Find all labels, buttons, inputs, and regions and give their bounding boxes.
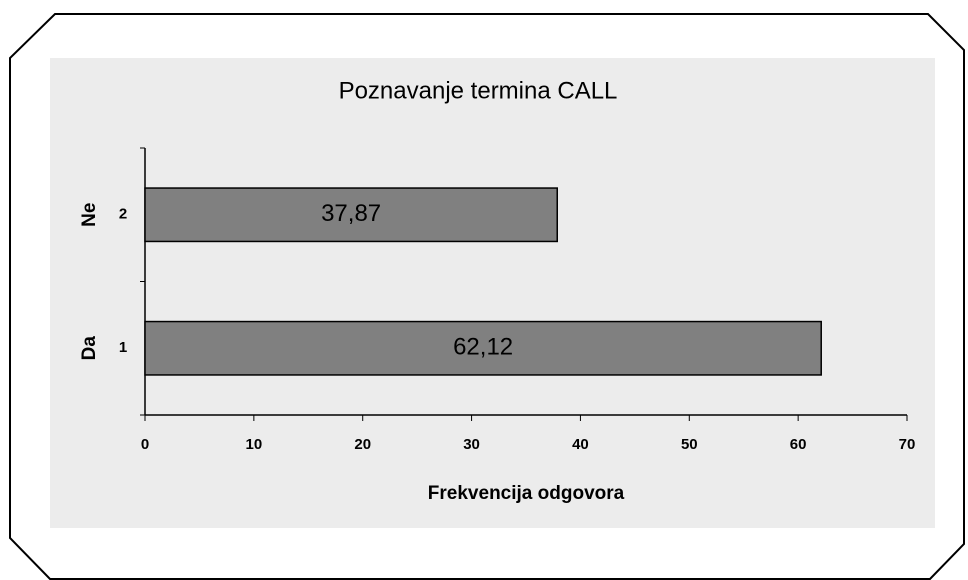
bar bbox=[144, 187, 558, 243]
y-tick-label: 2 bbox=[119, 206, 127, 223]
category-name: Ne bbox=[79, 203, 100, 227]
x-tick-label: 40 bbox=[572, 436, 589, 453]
data-label: 37,87 bbox=[321, 200, 381, 227]
y-tick-label: 1 bbox=[119, 339, 127, 356]
x-tick-label: 20 bbox=[354, 436, 371, 453]
x-tick-label: 70 bbox=[899, 436, 916, 453]
x-tick-label: 50 bbox=[681, 436, 698, 453]
chart-area bbox=[50, 58, 935, 528]
category-name: Da bbox=[79, 336, 100, 361]
x-tick-label: 30 bbox=[463, 436, 480, 453]
x-tick-label: 10 bbox=[246, 436, 263, 453]
data-label: 62,12 bbox=[453, 334, 513, 361]
bar bbox=[144, 320, 822, 376]
x-tick-label: 0 bbox=[141, 436, 149, 453]
x-tick-label: 60 bbox=[790, 436, 807, 453]
chart-title: Poznavanje termina CALL bbox=[339, 77, 618, 104]
x-axis-label: Frekvencija odgovora bbox=[428, 483, 625, 504]
